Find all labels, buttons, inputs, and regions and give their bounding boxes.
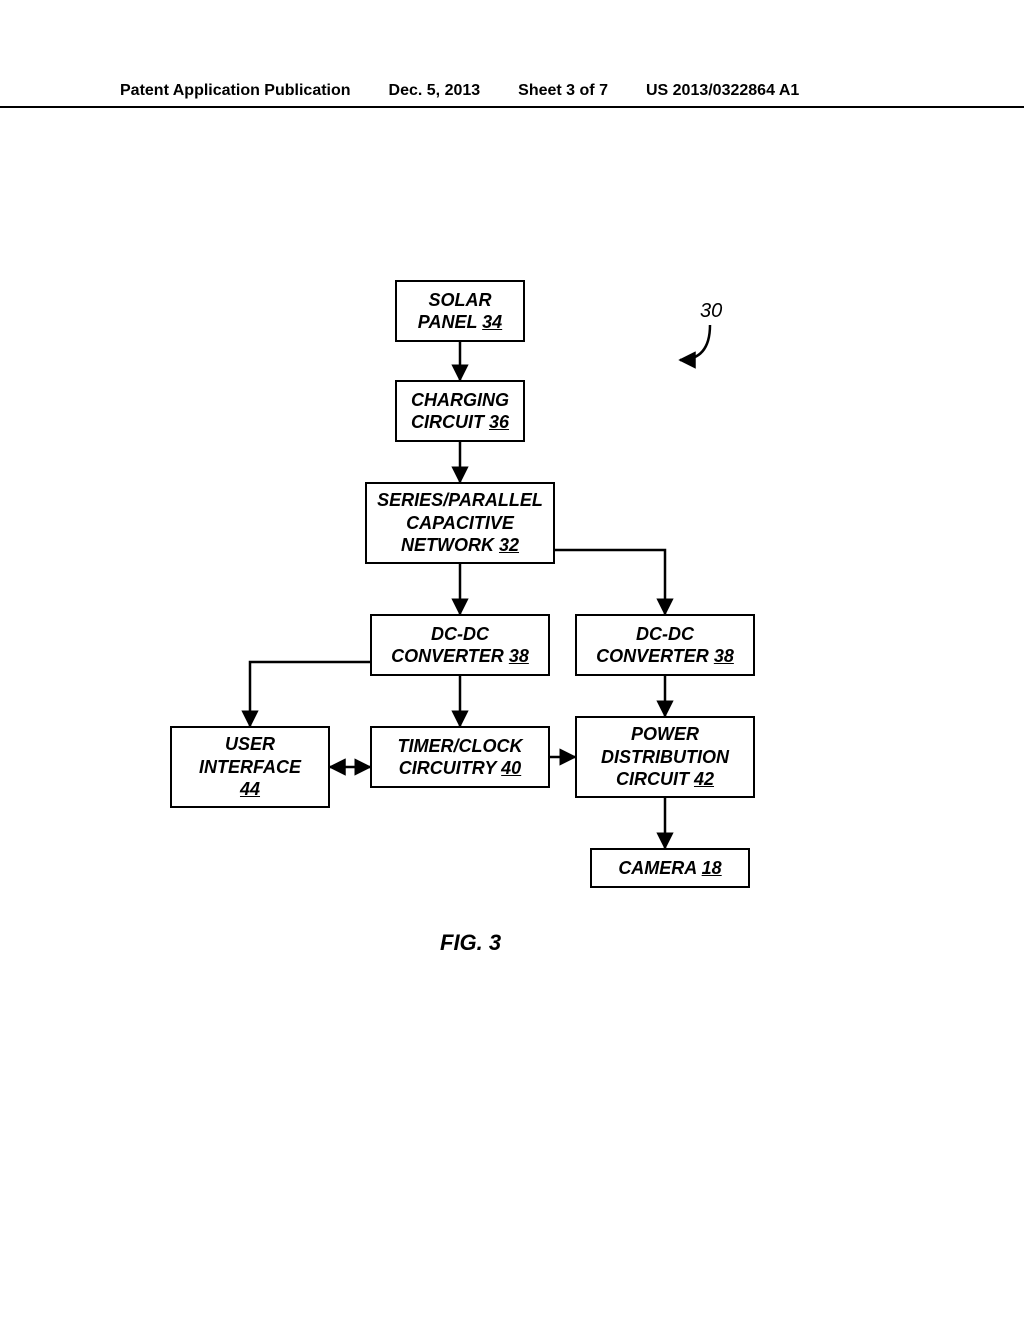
box-label: CONVERTER 38 [391, 645, 529, 668]
box-label: PANEL 34 [418, 311, 502, 334]
box-user-interface: USER INTERFACE 44 [170, 726, 330, 808]
box-label: CAMERA 18 [618, 857, 721, 880]
box-label: CONVERTER 38 [596, 645, 734, 668]
box-label: CHARGING [411, 389, 509, 412]
box-power-distribution: POWER DISTRIBUTION CIRCUIT 42 [575, 716, 755, 798]
box-label: NETWORK 32 [401, 534, 519, 557]
box-label: DC-DC [431, 623, 489, 646]
box-label: INTERFACE [199, 756, 301, 779]
header-docnum: US 2013/0322864 A1 [646, 82, 799, 100]
figure-label: FIG. 3 [440, 930, 501, 956]
box-camera: CAMERA 18 [590, 848, 750, 888]
box-label: CIRCUITRY 40 [399, 757, 521, 780]
box-solar-panel: SOLAR PANEL 34 [395, 280, 525, 342]
box-label: POWER [631, 723, 699, 746]
box-label: SOLAR [429, 289, 492, 312]
block-diagram: SOLAR PANEL 34 CHARGING CIRCUIT 36 SERIE… [0, 260, 1024, 1020]
box-label: CIRCUIT 36 [411, 411, 509, 434]
box-label: CIRCUIT 42 [616, 768, 714, 791]
figure-reference-number: 30 [700, 300, 722, 323]
page-header: Patent Application Publication Dec. 5, 2… [0, 82, 1024, 108]
box-label: 44 [240, 778, 260, 801]
box-label: CAPACITIVE [406, 512, 514, 535]
page: Patent Application Publication Dec. 5, 2… [0, 0, 1024, 1320]
header-date: Dec. 5, 2013 [389, 82, 481, 100]
box-dcdc-converter-2: DC-DC CONVERTER 38 [575, 614, 755, 676]
box-label: DISTRIBUTION [601, 746, 729, 769]
box-label: USER [225, 733, 275, 756]
box-timer-clock: TIMER/CLOCK CIRCUITRY 40 [370, 726, 550, 788]
box-label: TIMER/CLOCK [398, 735, 523, 758]
header-sheet: Sheet 3 of 7 [518, 82, 608, 100]
box-charging-circuit: CHARGING CIRCUIT 36 [395, 380, 525, 442]
box-dcdc-converter-1: DC-DC CONVERTER 38 [370, 614, 550, 676]
box-label: DC-DC [636, 623, 694, 646]
box-label: SERIES/PARALLEL [377, 489, 543, 512]
header-publication: Patent Application Publication [120, 82, 351, 100]
box-capacitive-network: SERIES/PARALLEL CAPACITIVE NETWORK 32 [365, 482, 555, 564]
